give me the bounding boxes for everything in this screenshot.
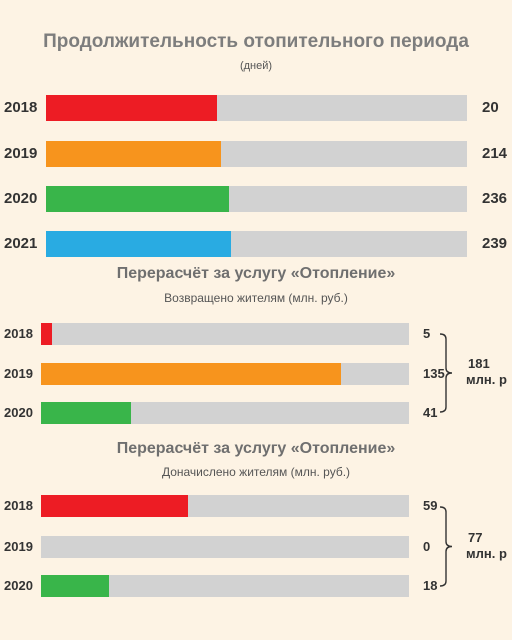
bar xyxy=(41,402,132,424)
chart-subtitle: Возвращено жителям (млн. руб.) xyxy=(164,291,348,305)
chart-title: Перерасчёт за услугу «Отопление» xyxy=(116,265,396,282)
bar-track xyxy=(46,141,467,167)
category-label: 2021 xyxy=(4,235,38,252)
value-label: 214 xyxy=(482,145,508,162)
chart-subtitle: Доначислено жителям (млн. руб.) xyxy=(161,465,351,479)
total-line: 77 xyxy=(468,530,483,545)
bar-track xyxy=(46,186,467,212)
bar-track xyxy=(41,402,409,424)
chart-title: Продолжительность отопительного периода xyxy=(43,30,469,52)
bar xyxy=(46,95,217,121)
bar xyxy=(46,231,232,257)
bar xyxy=(41,495,189,517)
total-label: 181 млн. р xyxy=(466,356,507,388)
category-label: 2018 xyxy=(4,99,38,116)
bar xyxy=(41,363,341,385)
bar-track xyxy=(41,363,409,385)
value-label: 135 xyxy=(423,366,445,382)
bar xyxy=(46,141,221,167)
category-label: 2019 xyxy=(4,539,33,555)
category-label: 2020 xyxy=(4,405,33,421)
category-label: 2018 xyxy=(4,498,33,514)
category-label: 2019 xyxy=(4,145,38,162)
category-label: 2020 xyxy=(4,578,33,594)
total-line: 181 xyxy=(468,356,490,371)
bar xyxy=(41,323,53,345)
category-label: 2019 xyxy=(4,366,33,382)
chart-subtitle: (дней) xyxy=(239,59,273,72)
bar-track xyxy=(46,95,467,121)
value-label: 0 xyxy=(423,539,431,555)
value-label: 5 xyxy=(423,326,431,342)
value-label: 41 xyxy=(423,405,438,421)
bar-track xyxy=(41,495,409,517)
value-label: 18 xyxy=(423,578,438,594)
value-label: 239 xyxy=(482,235,508,252)
value-label: 236 xyxy=(482,190,508,207)
category-label: 2020 xyxy=(4,190,38,207)
category-label: 2018 xyxy=(4,326,33,342)
bar-track xyxy=(41,536,409,558)
bar-track xyxy=(41,323,409,345)
total-brace xyxy=(439,506,453,587)
chart-title: Перерасчёт за услугу «Отопление» xyxy=(116,440,396,457)
bar-track xyxy=(41,575,409,597)
total-label: 77 млн. р xyxy=(466,530,507,562)
value-label: 59 xyxy=(423,498,438,514)
total-line: млн. р xyxy=(466,372,507,387)
value-label: 20 xyxy=(482,99,499,116)
bar xyxy=(46,186,230,212)
bar-track xyxy=(46,231,467,257)
total-line: млн. р xyxy=(466,546,507,561)
total-brace xyxy=(439,333,453,413)
bar xyxy=(41,575,110,597)
